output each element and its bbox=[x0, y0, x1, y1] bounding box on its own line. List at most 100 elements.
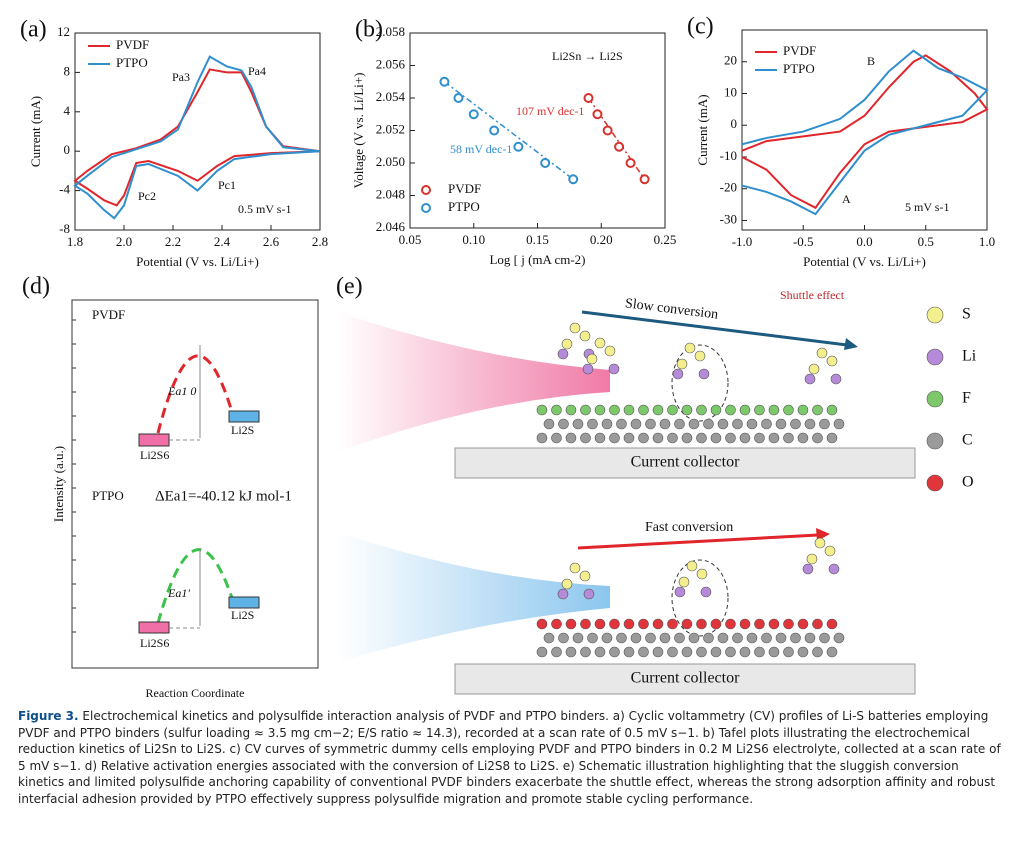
atom bbox=[926, 390, 944, 408]
atom bbox=[694, 350, 706, 362]
atom bbox=[543, 418, 555, 430]
atom bbox=[594, 432, 606, 444]
atom bbox=[696, 404, 707, 416]
x-axis-label: Potential (V vs. Li/Li+) bbox=[803, 254, 926, 269]
anchor-ring bbox=[671, 344, 729, 422]
annotation: 58 mV dec-1 bbox=[450, 142, 512, 156]
y-tick-label: 2.054 bbox=[376, 89, 406, 104]
atom bbox=[580, 646, 591, 658]
atom bbox=[804, 418, 816, 430]
atom bbox=[804, 373, 816, 385]
y-tick-label: 4 bbox=[64, 103, 71, 118]
annotation: Pa4 bbox=[248, 64, 266, 78]
atom bbox=[652, 618, 664, 630]
atom bbox=[703, 632, 714, 644]
panel-label: (a) bbox=[20, 17, 47, 43]
y-tick-label: -10 bbox=[720, 148, 737, 163]
anchor-ring bbox=[671, 559, 729, 637]
x-tick-label: 0.25 bbox=[654, 232, 677, 247]
legend-label: PTPO bbox=[116, 55, 148, 70]
cv-curve bbox=[73, 68, 321, 207]
label: Li2S6 bbox=[140, 448, 169, 462]
y-tick-label: 2.046 bbox=[376, 219, 406, 234]
point bbox=[453, 93, 464, 103]
atom bbox=[819, 632, 830, 644]
atom bbox=[926, 306, 944, 324]
y-axis-label: Current (mA) bbox=[695, 94, 710, 165]
atom bbox=[797, 646, 809, 658]
atom bbox=[804, 632, 816, 644]
atom bbox=[565, 618, 577, 630]
atom bbox=[630, 418, 642, 430]
atom bbox=[582, 363, 594, 375]
atom bbox=[557, 588, 569, 600]
y-tick-label: 2.058 bbox=[376, 24, 405, 39]
atom bbox=[768, 404, 780, 416]
atom bbox=[551, 432, 562, 444]
atom bbox=[725, 646, 736, 658]
y-axis-label: Voltage (V vs. Li/Li+) bbox=[351, 73, 366, 189]
y-tick-label: -8 bbox=[59, 221, 70, 236]
atom bbox=[645, 418, 656, 430]
atom bbox=[812, 618, 823, 630]
x-tick-label: 0.5 bbox=[918, 234, 934, 249]
atom bbox=[768, 432, 780, 444]
caption: Figure 3. Electrochemical kinetics and p… bbox=[18, 708, 1006, 807]
atom bbox=[826, 618, 838, 630]
atom bbox=[609, 618, 620, 630]
atom bbox=[761, 418, 772, 430]
atom bbox=[768, 618, 780, 630]
atom bbox=[558, 632, 569, 644]
atom bbox=[543, 632, 555, 644]
caption-text: Electrochemical kinetics and polysulfide… bbox=[18, 709, 1001, 806]
state bbox=[228, 410, 260, 423]
atom bbox=[601, 418, 613, 430]
caption-label: Figure 3. bbox=[18, 709, 79, 723]
point bbox=[639, 174, 650, 185]
atom bbox=[696, 432, 707, 444]
x-tick-label: 2.4 bbox=[214, 234, 231, 249]
atom bbox=[681, 404, 693, 416]
atom bbox=[775, 418, 787, 430]
atom bbox=[536, 618, 548, 630]
atom bbox=[579, 570, 591, 582]
label: Current collector bbox=[631, 670, 741, 687]
atom bbox=[833, 418, 845, 430]
atom bbox=[630, 632, 642, 644]
atom bbox=[703, 418, 714, 430]
atom bbox=[587, 418, 598, 430]
legend-label: S bbox=[962, 306, 971, 323]
atom bbox=[812, 646, 823, 658]
plot-frame bbox=[741, 29, 988, 231]
panel-label: (e) bbox=[336, 274, 363, 300]
atom bbox=[812, 432, 823, 444]
y-tick-label: -30 bbox=[720, 211, 737, 226]
atom bbox=[594, 618, 606, 630]
label: Shuttle effect bbox=[780, 288, 845, 302]
atom bbox=[580, 432, 591, 444]
atom bbox=[739, 618, 751, 630]
cv-curve bbox=[741, 49, 989, 216]
atom bbox=[594, 646, 606, 658]
atom bbox=[775, 632, 787, 644]
atom bbox=[652, 432, 664, 444]
x-tick-label: -0.5 bbox=[793, 234, 814, 249]
y-tick-label: 2.052 bbox=[376, 121, 405, 136]
legend-label: PTPO bbox=[448, 199, 480, 214]
atom bbox=[732, 418, 743, 430]
atom bbox=[926, 432, 944, 450]
legend-label: F bbox=[962, 390, 971, 407]
x-tick-label: 0.10 bbox=[462, 232, 485, 247]
atom bbox=[616, 418, 627, 430]
annotation: 107 mV dec-1 bbox=[516, 104, 584, 118]
atom bbox=[667, 646, 678, 658]
point bbox=[568, 174, 579, 185]
state bbox=[228, 596, 260, 609]
atom bbox=[696, 568, 708, 580]
point bbox=[602, 125, 613, 136]
atom bbox=[746, 632, 758, 644]
cv-curve bbox=[73, 55, 321, 220]
state bbox=[138, 621, 170, 634]
y-tick-label: 12 bbox=[57, 24, 70, 39]
